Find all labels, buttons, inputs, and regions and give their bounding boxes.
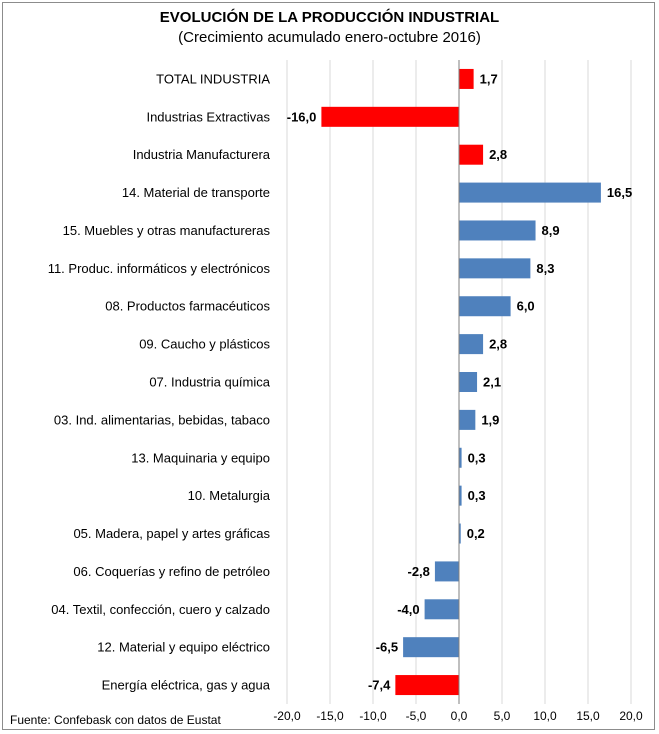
bar: [459, 523, 461, 544]
category-label: 06. Coquerías y refino de petróleo: [73, 564, 270, 579]
bar: [459, 334, 484, 355]
category-label: 08. Productos farmacéuticos: [105, 299, 270, 314]
category-label: 15. Muebles y otras manufactureras: [63, 223, 271, 238]
bar: [424, 599, 459, 620]
data-label: 2,8: [489, 147, 507, 162]
category-label: Industria Manufacturera: [133, 147, 271, 162]
bar: [459, 258, 531, 279]
bar: [459, 68, 474, 89]
x-tick-label: -15,0: [316, 709, 344, 723]
x-tick-label: 0,0: [451, 709, 468, 723]
category-label: 09. Caucho y plásticos: [139, 337, 270, 352]
bar: [459, 182, 601, 203]
bar: [459, 296, 511, 317]
bar: [459, 220, 536, 241]
category-label: 10. Metalurgia: [188, 488, 271, 503]
chart-subtitle: (Crecimiento acumulado enero-octubre 201…: [178, 29, 481, 46]
category-label: 07. Industria química: [149, 375, 270, 390]
bar: [434, 561, 459, 582]
x-tick-label: 10,0: [533, 709, 557, 723]
bar: [395, 675, 459, 696]
data-label: -6,5: [376, 640, 398, 655]
data-label: 2,8: [489, 337, 507, 352]
category-label: 11. Produc. informáticos y electrónicos: [48, 261, 271, 276]
data-label: 2,1: [483, 375, 501, 390]
data-label: -16,0: [287, 109, 317, 124]
data-label: -2,8: [408, 564, 430, 579]
source-note: Fuente: Confebask con datos de Eustat: [10, 713, 221, 727]
data-label: 8,9: [542, 223, 560, 238]
category-label: Industrias Extractivas: [146, 109, 270, 124]
bar: [459, 447, 462, 468]
x-tick-label: 20,0: [619, 709, 643, 723]
data-label: -7,4: [368, 678, 391, 693]
bar: [459, 485, 462, 506]
category-label: 14. Material de transporte: [122, 185, 270, 200]
bar: [459, 372, 478, 392]
data-label: 8,3: [536, 261, 554, 276]
bar: [459, 409, 476, 430]
x-tick-label: 15,0: [576, 709, 600, 723]
bar: [459, 144, 484, 165]
x-tick-label: -20,0: [273, 709, 301, 723]
data-label: 0,3: [468, 450, 486, 465]
data-label: 16,5: [607, 185, 632, 200]
category-label: 13. Maquinaria y equipo: [131, 450, 270, 465]
bar: [403, 637, 459, 658]
data-label: 0,3: [468, 488, 486, 503]
data-label: 0,2: [467, 526, 485, 541]
category-label: Energía eléctrica, gas y agua: [102, 678, 271, 693]
x-tick-label: -10,0: [359, 709, 387, 723]
category-label: 04. Textil, confección, cuero y calzado: [51, 602, 270, 617]
x-tick-label: -5,0: [406, 709, 427, 723]
data-label: 1,9: [481, 412, 499, 427]
category-label: TOTAL INDUSTRIA: [156, 71, 270, 86]
bar: [321, 106, 459, 127]
chart-title: EVOLUCIÓN DE LA PRODUCCIÓN INDUSTRIAL: [159, 9, 500, 26]
category-label: 12. Material y equipo eléctrico: [97, 640, 270, 655]
data-label: 1,7: [480, 71, 498, 86]
category-label: 03. Ind. alimentarias, bebidas, tabaco: [54, 412, 270, 427]
data-label: 6,0: [517, 299, 535, 314]
category-label: 05. Madera, papel y artes gráficas: [73, 526, 270, 541]
x-tick-label: 5,0: [494, 709, 511, 723]
data-label: -4,0: [397, 602, 419, 617]
